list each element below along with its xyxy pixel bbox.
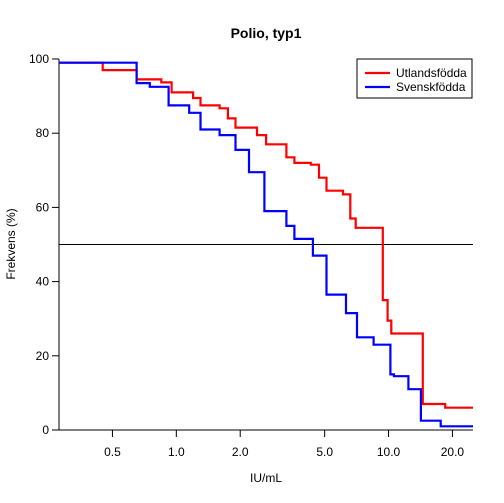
y-axis-ticks: 0 20 40 60 80 100 [29, 52, 59, 437]
chart-title: Polio, typ1 [231, 25, 302, 41]
y-tick-label: 20 [36, 349, 50, 363]
y-tick-label: 40 [36, 275, 50, 289]
x-axis-label: IU/mL [250, 471, 282, 485]
y-tick-label: 60 [36, 200, 50, 214]
legend-box [356, 58, 473, 99]
y-tick-label: 100 [29, 52, 49, 66]
series-layer [59, 61, 473, 428]
series-line-2 [59, 61, 473, 428]
x-tick-label: 0.5 [104, 445, 121, 459]
series-line-1 [59, 61, 473, 409]
legend-label: Utlandsfödda [396, 66, 467, 80]
x-tick-label: 5.0 [316, 445, 333, 459]
y-tick-label: 0 [42, 423, 49, 437]
x-tick-label: 2.0 [232, 445, 249, 459]
y-tick-label: 80 [36, 126, 50, 140]
y-axis-label: Frekvens (%) [4, 208, 18, 279]
x-axis-ticks: 0.5 1.0 2.0 5.0 10.0 20.0 [104, 430, 464, 459]
x-tick-label: 20.0 [441, 445, 465, 459]
x-tick-label: 10.0 [377, 445, 401, 459]
legend-label: Svenskfödda [396, 80, 466, 94]
x-tick-label: 1.0 [168, 445, 185, 459]
